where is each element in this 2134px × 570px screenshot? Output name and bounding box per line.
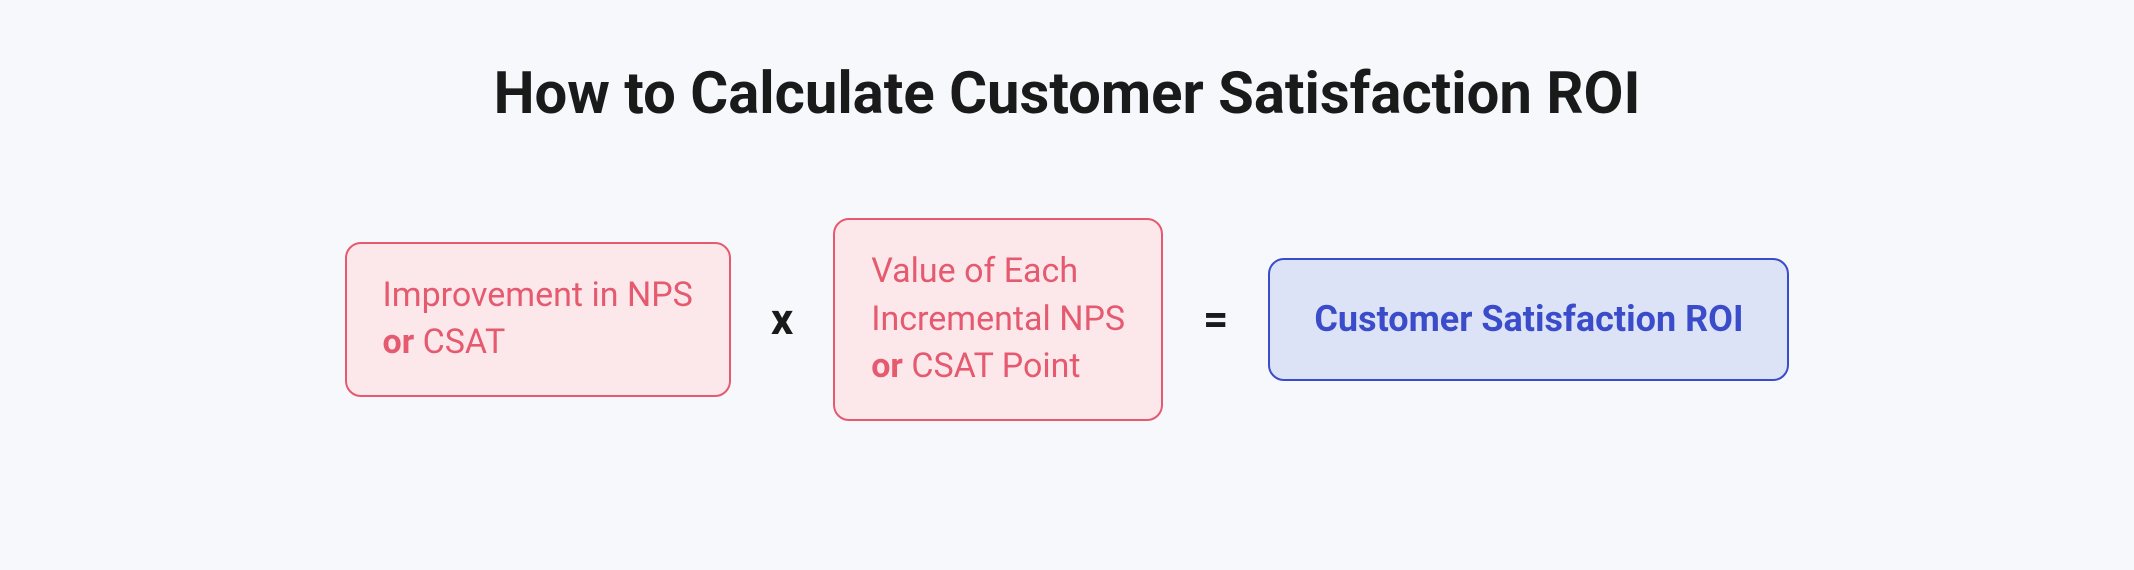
box-result: Customer Satisfaction ROI xyxy=(1268,258,1789,380)
value-bold-rest: CSAT Point xyxy=(911,346,1080,386)
box-value: Value of Each Incremental NPS or CSAT Po… xyxy=(833,218,1163,421)
improvement-bold-rest: CSAT xyxy=(423,322,506,362)
multiply-operator: x xyxy=(771,293,793,345)
result-text: Customer Satisfaction ROI xyxy=(1314,298,1743,340)
box-improvement: Improvement in NPS or CSAT xyxy=(345,242,731,397)
improvement-bold-prefix: or xyxy=(383,322,423,362)
equals-operator: = xyxy=(1203,293,1228,345)
equation-row: Improvement in NPS or CSAT x Value of Ea… xyxy=(345,218,1790,421)
value-line2: Incremental NPS xyxy=(871,299,1125,339)
value-line1: Value of Each xyxy=(871,251,1078,291)
improvement-line1: Improvement in NPS xyxy=(383,275,693,315)
value-bold-prefix: or xyxy=(871,346,911,386)
diagram-title: How to Calculate Customer Satisfaction R… xyxy=(494,60,1641,128)
